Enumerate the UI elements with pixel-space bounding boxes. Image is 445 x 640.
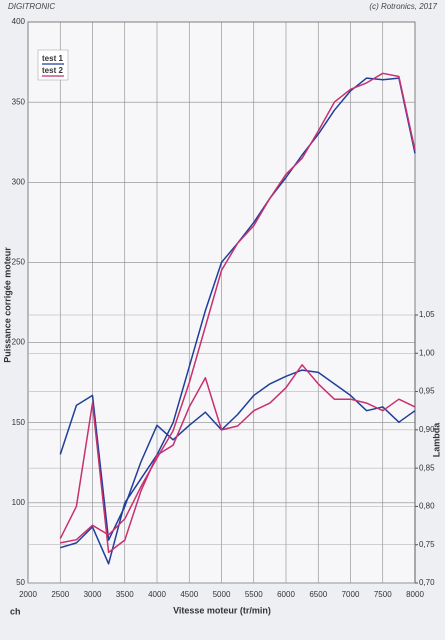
x-tick-label: 4500	[180, 590, 198, 599]
x-tick-label: 2500	[51, 590, 69, 599]
y-tick-label: 400	[12, 17, 26, 26]
legend-label: test 2	[42, 66, 63, 75]
x-tick-label: 4000	[148, 590, 166, 599]
y-tick-label: 50	[16, 578, 25, 587]
y2-tick-label: 1,00	[419, 348, 435, 357]
x-tick-label: 6000	[277, 590, 295, 599]
y2-tick-label: 1,05	[419, 310, 435, 319]
x-tick-label: 2000	[19, 590, 37, 599]
legend-box	[37, 49, 69, 81]
y2-tick-label: 0,90	[419, 425, 435, 434]
x-axis-title: Vitesse moteur (tr/min)	[173, 605, 271, 615]
y2-tick-label: 0,85	[419, 463, 435, 472]
y-tick-label: 300	[12, 177, 26, 186]
power-line	[60, 72, 416, 544]
x-tick-label: 7500	[374, 590, 392, 599]
x-tick-label: 7000	[342, 590, 360, 599]
x-tick-label: 8000	[406, 590, 424, 599]
y2-axis-title: Lambda	[431, 422, 441, 458]
header-left: DIGITRONIC	[8, 2, 55, 11]
y-tick-label: 100	[12, 498, 26, 507]
y-tick-label: 250	[12, 258, 26, 267]
y2-tick-label: 0,70	[419, 578, 435, 587]
y-axis-title: Puissance corrigée moteur	[2, 247, 12, 363]
y-tick-label: 350	[12, 97, 26, 106]
lambda-line	[59, 364, 416, 554]
header-right: (c) Rotronics, 2017	[369, 2, 437, 11]
y-tick-label: 150	[12, 418, 26, 427]
legend-label: test 1	[42, 54, 63, 63]
y2-tick-label: 0,75	[419, 540, 435, 549]
y-tick-label: 200	[12, 338, 26, 347]
unit-label: ch	[10, 606, 21, 616]
x-tick-label: 3000	[84, 590, 102, 599]
y2-tick-label: 0,95	[419, 387, 435, 396]
x-tick-label: 6500	[309, 590, 327, 599]
legend: test 1 test 2	[37, 49, 69, 81]
y2-tick-label: 0,80	[419, 502, 435, 511]
x-tick-label: 5500	[245, 590, 263, 599]
x-tick-label: 5000	[213, 590, 231, 599]
x-tick-label: 3500	[116, 590, 134, 599]
